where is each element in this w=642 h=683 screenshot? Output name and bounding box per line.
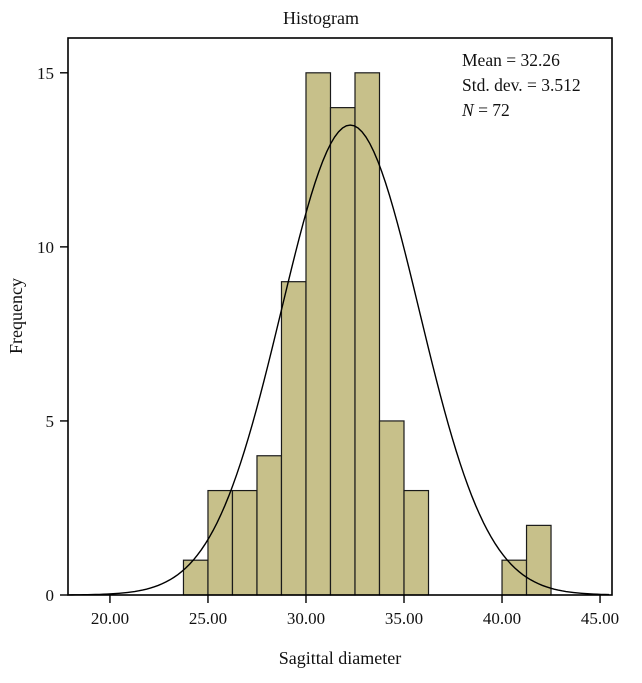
x-axis: 20.00 25.00 30.00 35.00 40.00 45.00 [91, 595, 619, 628]
x-axis-title: Sagittal diameter [279, 648, 401, 668]
stat-mean: Mean = 32.26 [462, 50, 560, 70]
y-tick-label: 10 [37, 238, 54, 257]
x-tick-label: 35.00 [385, 609, 423, 628]
histogram-bar [378, 420, 405, 596]
histogram-bar [403, 489, 430, 596]
y-tick-label: 5 [46, 412, 55, 431]
histogram-bar [207, 489, 234, 596]
x-tick-label: 20.00 [91, 609, 129, 628]
bars-group [182, 72, 552, 596]
stats-annotation: Mean = 32.26 Std. dev. = 3.512 N = 72 [461, 50, 581, 120]
stat-n-symbol: N [461, 100, 475, 120]
histogram-bar [354, 72, 381, 596]
y-tick-label: 15 [37, 64, 54, 83]
histogram-bar [256, 455, 283, 596]
x-tick-label: 45.00 [581, 609, 619, 628]
x-tick-label: 30.00 [287, 609, 325, 628]
plot-frame [67, 37, 613, 596]
stat-n: N = 72 [461, 100, 510, 120]
chart-title: Histogram [283, 8, 359, 28]
histogram-bar [305, 72, 332, 596]
histogram-bar [280, 281, 307, 596]
normal-curve-line [67, 124, 610, 596]
histogram-bar [329, 107, 356, 596]
x-tick-label: 25.00 [189, 609, 227, 628]
stat-std-dev: Std. dev. = 3.512 [462, 75, 581, 95]
stat-n-value: = 72 [474, 100, 510, 120]
y-tick-label: 0 [46, 586, 55, 605]
y-axis-title: Frequency [6, 278, 26, 354]
y-axis: 0 5 10 15 [37, 64, 68, 605]
histogram-bar [231, 489, 258, 596]
histogram-bar [501, 559, 528, 596]
histogram-bar [182, 559, 209, 596]
x-tick-label: 40.00 [483, 609, 521, 628]
